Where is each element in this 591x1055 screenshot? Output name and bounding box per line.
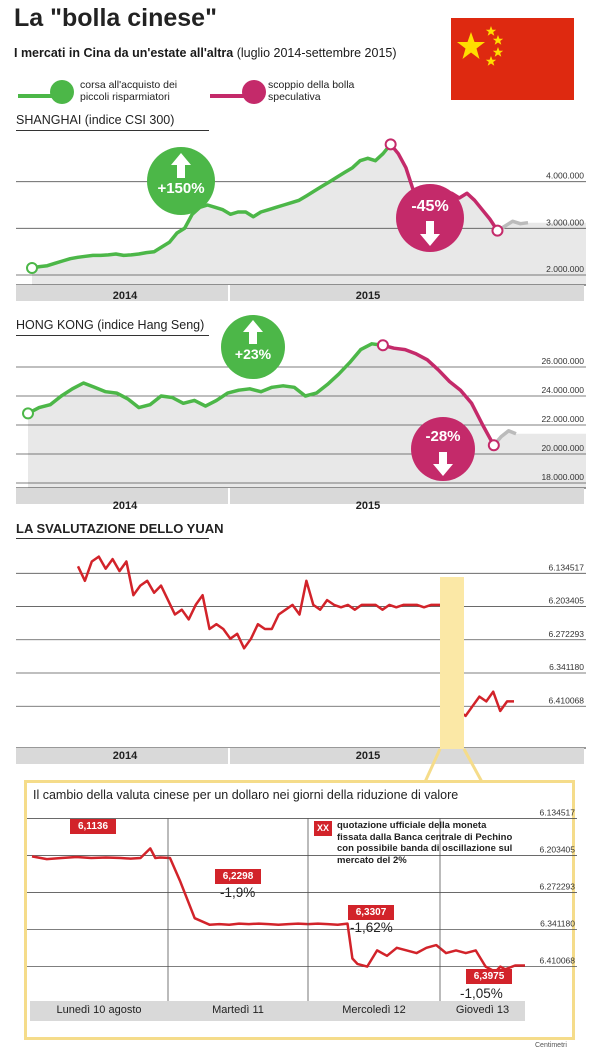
series-line-1 [382,343,496,447]
change-aug11: -1,9% [220,885,256,900]
day-axis-bar [30,1001,525,1021]
y-tick-label: 6.341180 [540,919,575,929]
yuan-title: LA SVALUTAZIONE DELLO YUAN [16,521,224,536]
point-marker [487,439,500,452]
zoom-connector [423,748,484,783]
hongkong-down-value: -28% [425,428,461,445]
shanghai-down-value: -45% [411,198,449,215]
yuan-title-rule [16,538,209,539]
point-marker [384,138,397,151]
rate-label-aug13: 6,3975 [466,969,512,984]
shanghai-chart: 2.000.000 3.000.000 4.000.000 [16,138,586,301]
y-tick-label: 6.410068 [549,695,585,705]
rate-label-aug10: 6,1136 [70,819,116,834]
note-text: quotazione ufficiale della moneta fissat… [337,820,513,866]
y-tick-label: 6.134517 [540,808,576,818]
yuan-year-2014: 2014 [112,750,138,762]
inset-title: Il cambio della valuta cinese per un dol… [33,788,459,802]
area-fill [28,343,586,488]
devaluation-highlight [440,577,464,749]
china-flag-icon [451,18,574,100]
shanghai-up-badge [147,147,215,215]
subtitle-bold: I mercati in Cina da un'estate all'altra [14,46,234,60]
y-tick-label: 24.000.000 [541,385,584,395]
y-tick-label: 18.000.000 [541,472,584,482]
hongkong-title: HONG KONG (indice Hang Seng) [16,318,205,332]
legend-purple-swatch [210,80,266,104]
change-aug13: -1,05% [460,986,503,1001]
series-line-0 [27,342,384,415]
hongkong-chart: 18.000.000 20.000.000 22.000.000 24.000.000… [16,339,586,504]
y-tick-label: 3.000.000 [546,217,584,227]
y-tick-label: 2.000.000 [546,264,584,274]
legend-green-swatch [18,80,74,104]
page-title: La "bolla cinese" [14,4,217,32]
yuan-year-2015: 2015 [355,750,381,762]
change-aug12: -1,62% [350,920,393,935]
point-marker [491,224,504,237]
day-label-aug10: Lunedì 10 agosto [56,1004,142,1016]
point-marker [376,339,389,352]
inset-panel [24,780,575,1040]
rate-label-aug11: 6,2298 [215,869,261,884]
rate-label-aug12: 6,3307 [348,905,394,920]
shanghai-title-rule [16,130,209,131]
hongkong-up-badge [221,315,285,379]
inset-chart: 6.134517 6.203405 6.272293 6.341180 6.410068 [27,808,577,1020]
area-fill [32,144,586,285]
yuan-chart: 6.134517 6.203405 6.272293 6.341180 6.410068 [16,555,586,764]
hongkong-down-badge [411,417,475,481]
shanghai-up-value: +150% [157,180,205,197]
shanghai-title: SHANGHAI (indice CSI 300) [16,113,175,127]
shanghai-year-2014: 2014 [112,290,138,302]
subtitle-period: (luglio 2014-settembre 2015) [233,46,397,60]
y-tick-label: 22.000.000 [541,414,584,424]
hongkong-up-value: +23% [234,346,272,362]
y-tick-label: 6.410068 [540,956,576,966]
legend-purple-label: scoppio della bolla speculativa [268,79,355,103]
y-tick-label: 6.272293 [540,882,576,892]
page-subtitle: I mercati in Cina da un'estate all'altra… [14,46,397,60]
y-tick-label: 4.000.000 [546,171,584,181]
y-tick-label: 6.341180 [549,662,584,672]
y-tick-label: 6.203405 [549,596,585,606]
hongkong-title-rule [16,335,209,336]
legend-green-label: corsa all'acquisto dei piccoli risparmia… [80,79,178,103]
point-marker [26,262,38,274]
y-tick-label: 6.272293 [549,629,585,639]
shanghai-year-2015: 2015 [355,290,381,302]
year-band [16,285,584,301]
series-line-0 [31,847,525,974]
day-label-aug12: Mercoledì 12 [342,1004,406,1016]
note-badge: XX [314,821,332,836]
year-band [16,748,584,764]
series-line-0 [31,143,392,270]
hongkong-year-2014: 2014 [112,500,138,512]
year-band [16,488,584,504]
day-label-aug11: Martedì 11 [212,1004,264,1016]
y-tick-label: 20.000.000 [541,443,584,453]
shanghai-down-badge [396,184,464,252]
hongkong-year-2015: 2015 [355,500,381,512]
y-tick-label: 6.203405 [540,845,576,855]
day-label-aug13: Giovedì 13 [455,1004,510,1016]
point-marker [22,407,34,420]
y-tick-label: 26.000.000 [541,356,584,366]
credit: Centimetri [535,1042,567,1049]
y-tick-label: 6.134517 [549,562,585,572]
